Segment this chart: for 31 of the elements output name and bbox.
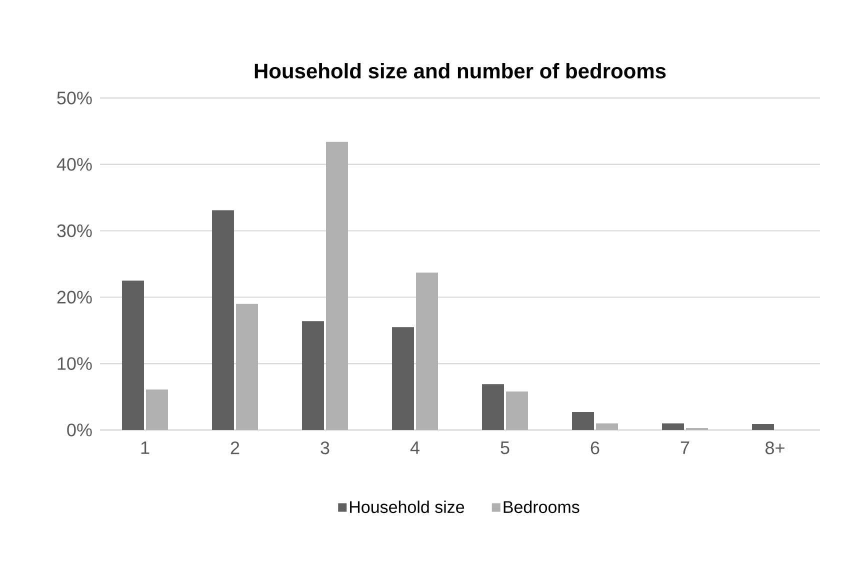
y-tick-label: 30%: [57, 224, 92, 238]
legend-label: Bedrooms: [504, 500, 580, 514]
legend-label: Household size: [350, 500, 464, 514]
y-tick-label: 0%: [67, 424, 92, 436]
y-tick-label: 10%: [58, 357, 92, 370]
bar: [662, 423, 684, 430]
bar: [302, 321, 324, 430]
bar: [236, 304, 258, 430]
y-tick-label: 50%: [57, 92, 92, 104]
y-tick-label: 20%: [57, 290, 92, 304]
bar: [326, 142, 348, 430]
x-tick-label: 3: [320, 442, 330, 454]
x-tick-label: 8+: [766, 442, 784, 454]
x-tick-label: 6: [590, 442, 600, 454]
x-tick-label: 5: [500, 442, 510, 454]
bar: [212, 210, 234, 430]
chart-title: Household size and number of bedrooms: [254, 63, 666, 78]
bar: [752, 424, 774, 430]
x-tick-label: 4: [410, 442, 420, 454]
x-tick-label: 7: [680, 442, 690, 454]
bar: [482, 384, 504, 430]
bar: [416, 272, 438, 430]
bar: [572, 412, 594, 430]
bar: [146, 389, 168, 430]
x-tick-label: 1: [141, 442, 150, 454]
bar: [122, 280, 144, 430]
bar: [392, 327, 414, 430]
bar: [506, 391, 528, 430]
y-tick-label: 40%: [56, 158, 92, 171]
x-tick-label: 2: [230, 442, 240, 454]
bar: [596, 423, 618, 430]
